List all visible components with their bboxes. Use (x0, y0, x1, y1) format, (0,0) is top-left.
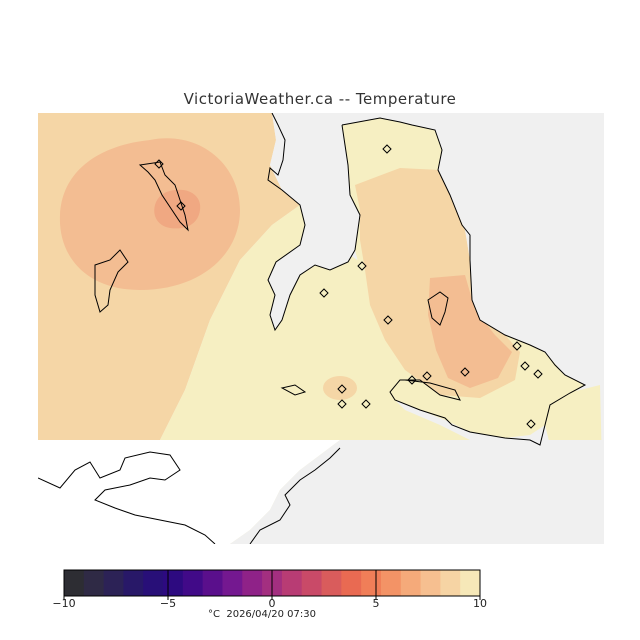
colorbar-step (420, 570, 441, 596)
station-marker[interactable] (520, 361, 530, 371)
colorbar-tick-label: 10 (473, 597, 487, 610)
coastline-island-small (280, 384, 307, 396)
station-marker[interactable] (526, 419, 536, 429)
colorbar-step (321, 570, 342, 596)
water-strait (268, 113, 360, 330)
station-marker[interactable] (383, 315, 393, 325)
station-markers (154, 144, 543, 429)
station-marker[interactable] (422, 371, 432, 381)
coastline-inlet-west (94, 249, 129, 313)
station-marker[interactable] (154, 159, 164, 169)
station-marker[interactable] (357, 261, 367, 271)
colorbar-step (64, 570, 85, 596)
colorbar-tick-lines (63, 570, 481, 600)
colorbar-step (380, 570, 402, 596)
colorbar-step (460, 570, 481, 596)
temp-zone-warm-small (323, 376, 357, 400)
colorbar-step (301, 570, 323, 596)
footer-unit: °C (208, 609, 220, 620)
station-marker[interactable] (533, 369, 543, 379)
colorbar-step (440, 570, 461, 596)
colorbar-step (163, 570, 184, 596)
colorbar-tick-label: −5 (159, 597, 177, 610)
colorbar-step (143, 570, 164, 596)
station-marker[interactable] (176, 201, 186, 211)
water-east-grey (380, 113, 604, 385)
footer-timestamp: 2026/04/20 07:30 (226, 609, 316, 620)
colorbar-step (123, 570, 144, 596)
footer: °C 2026/04/20 07:30 (208, 609, 316, 620)
colorbar-tick-label: 5 (372, 597, 380, 610)
coastline-lake-west (138, 161, 189, 232)
station-marker[interactable] (460, 367, 470, 377)
temp-zone-warm-west (59, 138, 240, 290)
colorbar-step (222, 570, 243, 596)
coastlines (38, 113, 587, 544)
coastline-south-island (38, 447, 341, 544)
colorbar-step (242, 570, 263, 596)
colorbar-tick-label: −10 (52, 597, 76, 610)
water-south-grey (230, 440, 604, 544)
temp-zone-peak-west (154, 189, 201, 229)
station-marker[interactable] (382, 144, 392, 154)
colorbar-step (202, 570, 223, 596)
station-marker[interactable] (337, 384, 347, 394)
coastline-mainland-west (267, 113, 356, 332)
coastline-lake-east (427, 291, 449, 326)
station-marker[interactable] (337, 399, 347, 409)
colorbar-tick-label: 0 (268, 597, 276, 610)
station-marker[interactable] (319, 288, 329, 298)
colorbar-step (341, 570, 362, 596)
colorbar-step (361, 570, 382, 596)
temp-zone-warm-east (428, 275, 512, 388)
colorbar-step (182, 570, 204, 596)
colorbar-step (281, 570, 303, 596)
station-marker[interactable] (407, 375, 417, 385)
land-south-white (38, 440, 340, 544)
colorbar-step (103, 570, 124, 596)
coastline-peninsula (341, 117, 587, 446)
station-marker[interactable] (361, 399, 371, 409)
colorbar-step (400, 570, 422, 596)
station-marker[interactable] (512, 341, 522, 351)
chart-title: VictoriaWeather.ca -- Temperature (183, 90, 457, 108)
colorbar-step (83, 570, 105, 596)
